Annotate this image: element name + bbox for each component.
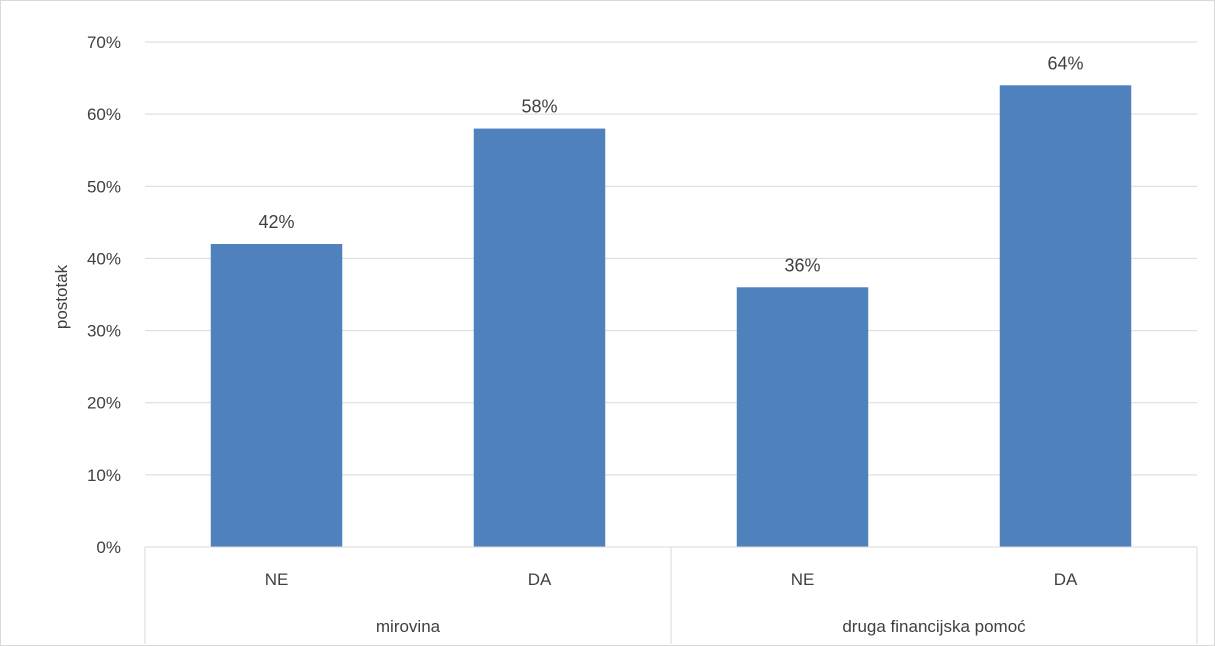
y-tick-label: 40%	[87, 249, 121, 268]
bar	[473, 128, 606, 548]
y-tick-label: 70%	[87, 33, 121, 52]
y-tick-label: 30%	[87, 322, 121, 341]
x-category-label: DA	[1054, 570, 1078, 589]
x-group-label: mirovina	[376, 617, 441, 636]
x-category-label: NE	[265, 570, 289, 589]
x-category-label: NE	[791, 570, 815, 589]
y-tick-label: 10%	[87, 466, 121, 485]
x-axis: NE DA NE DA mirovina druga financijska pomoć	[144, 546, 1198, 644]
y-tick-label: 0%	[96, 538, 121, 557]
y-axis-ticks: 0% 10% 20% 30% 40% 50% 60% 70%	[87, 33, 121, 557]
data-labels: 42% 58% 36% 64%	[258, 53, 1083, 275]
bar	[210, 244, 343, 547]
data-label: 64%	[1047, 53, 1083, 73]
x-group-label: druga financijska pomoć	[842, 617, 1026, 636]
y-axis-label: postotak	[52, 264, 71, 329]
data-label: 58%	[521, 97, 557, 117]
bar	[736, 287, 869, 547]
data-label: 42%	[258, 212, 294, 232]
y-tick-label: 50%	[87, 177, 121, 196]
bars	[210, 85, 1132, 548]
y-tick-label: 20%	[87, 394, 121, 413]
y-tick-label: 60%	[87, 105, 121, 124]
bar	[999, 85, 1132, 548]
x-category-label: DA	[528, 570, 552, 589]
data-label: 36%	[784, 255, 820, 275]
